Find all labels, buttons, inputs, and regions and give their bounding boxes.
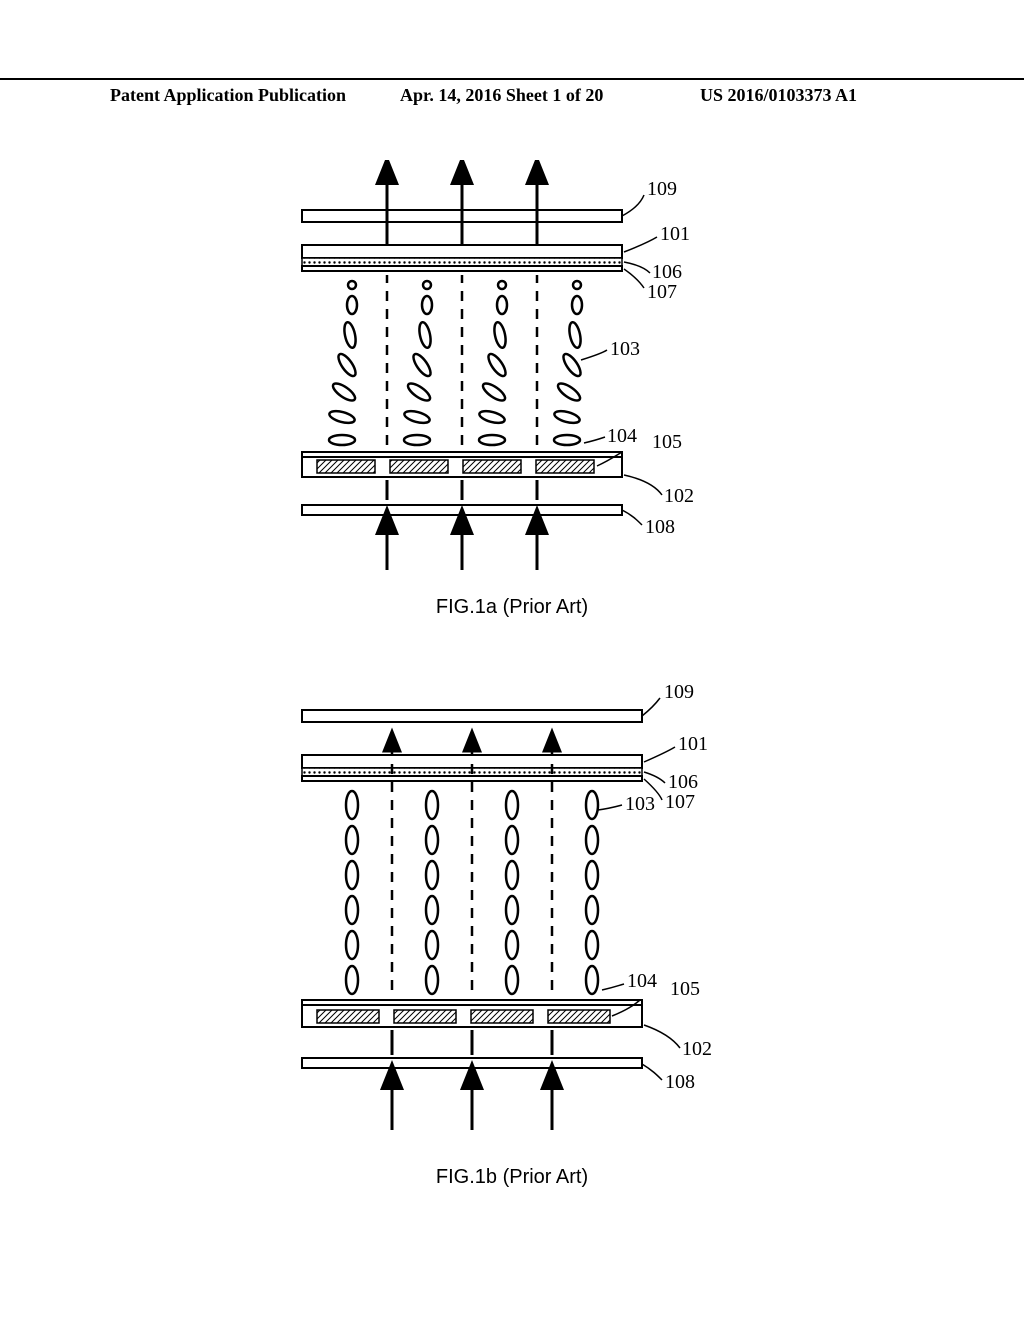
label-109-b: 109 [664,681,694,703]
fig1b-caption: FIG.1b (Prior Art) [272,1166,752,1189]
label-106-a: 106 [652,261,682,283]
figure-1b-svg: 109 101 106 107 103 104 105 102 108 [272,680,752,1160]
label-101-a: 101 [660,223,690,245]
header-left: Patent Application Publication [110,85,346,106]
header-right: US 2016/0103373 A1 [700,85,857,106]
fig1a-caption: FIG.1a (Prior Art) [272,596,752,619]
figure-1b: 109 101 106 107 103 104 105 102 108 FIG.… [272,680,752,1190]
header-center: Apr. 14, 2016 Sheet 1 of 20 [400,85,603,106]
figure-1a: 109 101 106 107 103 104 105 102 108 FIG.… [272,160,752,620]
page: Patent Application Publication Apr. 14, … [0,0,1024,1320]
label-108-b: 108 [665,1071,695,1093]
label-102-b: 102 [682,1038,712,1060]
label-104-b: 104 [627,970,657,992]
label-109-a: 109 [647,178,677,200]
label-105-a: 105 [652,431,682,453]
label-101-b: 101 [678,733,708,755]
lc-molecules-a [328,281,583,445]
label-103-b: 103 [625,793,655,815]
label-102-a: 102 [664,485,694,507]
label-107-b: 107 [665,791,695,813]
label-104-a: 104 [607,425,637,447]
header-rule [0,78,1024,80]
label-106-b: 106 [668,771,698,793]
figure-1a-svg: 109 101 106 107 103 104 105 102 108 [272,160,752,590]
label-107-a: 107 [647,281,677,303]
label-108-a: 108 [645,516,675,538]
label-103-a: 103 [610,338,640,360]
label-105-b: 105 [670,978,700,1000]
